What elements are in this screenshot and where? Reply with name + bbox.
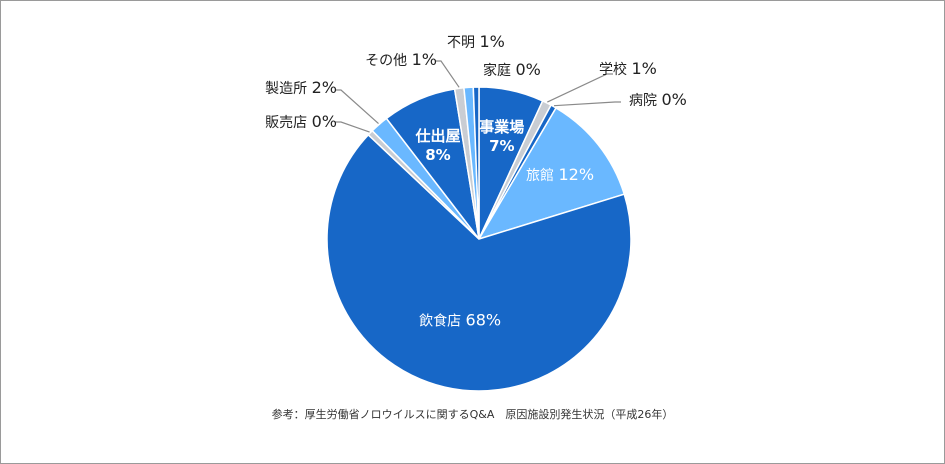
leader-line-5 <box>335 121 370 133</box>
leader-line-6 <box>335 89 379 125</box>
slice-label-5: 販売店 0% <box>265 112 337 131</box>
slice-label-4: 飲食店 68% <box>419 310 501 329</box>
slice-label-3: 旅館 12% <box>526 165 594 184</box>
slice-label-0: 事業場 <box>479 118 524 136</box>
slice-label-8: その他 1% <box>365 50 437 69</box>
slice-label-1: 学校 1% <box>599 59 657 78</box>
slice-label-10: 家庭 0% <box>483 60 541 79</box>
pie-slice-10 <box>472 86 480 240</box>
leader-line-2 <box>553 101 621 107</box>
slice-label-2: 病院 0% <box>629 90 687 109</box>
slice-label-7: 仕出屋 <box>414 127 460 145</box>
leader-line-8 <box>435 60 460 88</box>
pie-slice-4 <box>326 133 632 392</box>
slice-value-0: 7% <box>489 137 514 155</box>
pie-slice-3 <box>477 106 626 241</box>
slice-label-9: 不明 1% <box>447 32 505 51</box>
slice-label-6: 製造所 2% <box>265 78 337 97</box>
slice-value-7: 8% <box>425 146 450 164</box>
chart-caption: 参考：厚生労働省ノロウイルスに関するQ&A 原因施設別発生状況（平成26年） <box>271 408 674 421</box>
leader-line-1 <box>547 73 613 103</box>
